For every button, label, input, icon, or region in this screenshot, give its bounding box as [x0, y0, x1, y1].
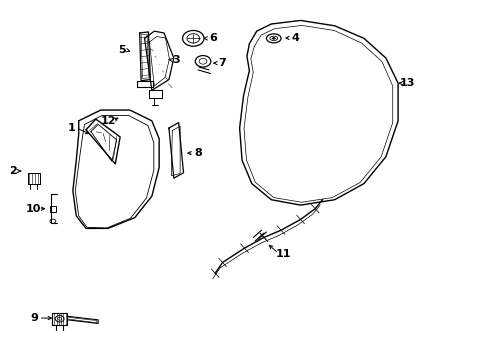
Text: 2: 2	[9, 166, 17, 176]
Text: 11: 11	[275, 248, 291, 258]
Text: 5: 5	[118, 45, 125, 55]
Text: 1: 1	[67, 123, 75, 133]
Text: 9: 9	[30, 313, 38, 323]
Text: 13: 13	[399, 78, 415, 88]
Text: 10: 10	[26, 204, 41, 214]
Text: 8: 8	[194, 148, 202, 158]
Circle shape	[272, 37, 275, 40]
Text: 4: 4	[291, 33, 299, 43]
Text: 6: 6	[208, 33, 216, 43]
Bar	[50, 206, 56, 212]
Text: 12: 12	[100, 116, 116, 126]
Text: 3: 3	[172, 55, 180, 65]
Text: 7: 7	[218, 58, 226, 68]
